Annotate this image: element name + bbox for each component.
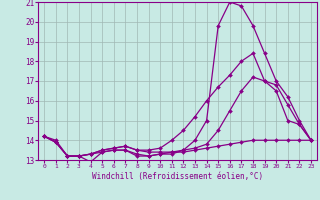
X-axis label: Windchill (Refroidissement éolien,°C): Windchill (Refroidissement éolien,°C)	[92, 172, 263, 181]
